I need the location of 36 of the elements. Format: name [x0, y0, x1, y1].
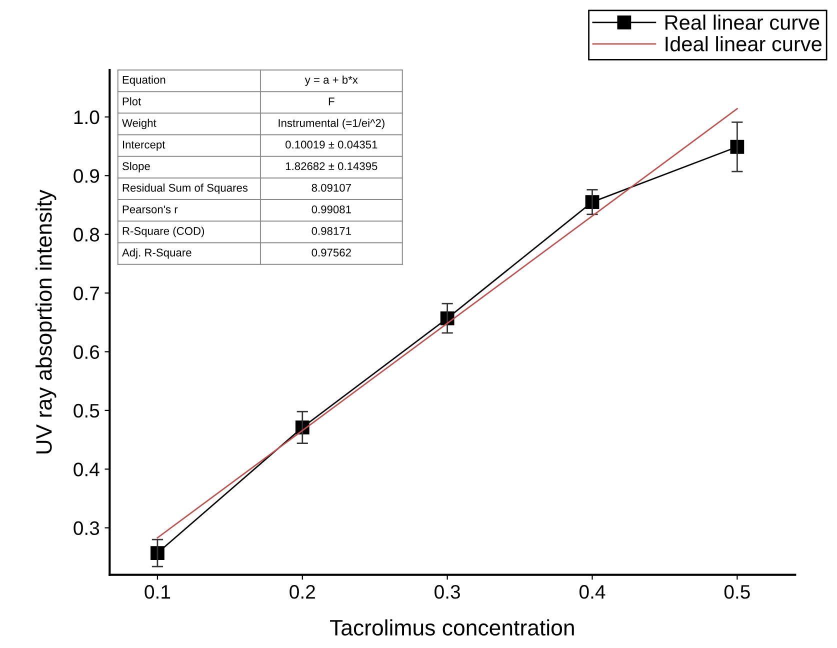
annotation: Pearson's r [122, 206, 178, 214]
x-tick-label: 0.5 [724, 585, 750, 599]
annotation: 0.98171 [312, 227, 351, 235]
y-axis-title: UV ray absoprtion intensity [36, 190, 56, 454]
annotation: Adj. R-Square [122, 248, 192, 259]
y-tick-label: 0.8 [74, 228, 100, 242]
annotation: y = a + b*x [304, 76, 358, 86]
y-tick-label: 1.0 [74, 110, 100, 124]
x-tick-label: 0.1 [144, 585, 170, 599]
annotation: Plot [122, 97, 142, 106]
point [150, 546, 164, 560]
annotation: 8.09107 [312, 184, 351, 192]
annotation: F [328, 98, 334, 106]
y-tick-label: 0.3 [74, 521, 100, 536]
x-tick-label: 0.3 [434, 585, 460, 599]
y-tick-label: 0.4 [74, 462, 100, 476]
annotation: Instrumental (=1/ei^2) [278, 118, 384, 130]
annotation: 0.10019 ± 0.04351 [286, 140, 378, 149]
x-tick-label: 0.4 [580, 585, 606, 599]
y-tick-label: 0.9 [74, 169, 100, 183]
y-tick-label: 0.6 [74, 345, 100, 359]
annotation: 1.82682 ± 0.14395 [286, 162, 378, 170]
annotation: R-Square (COD) [122, 226, 204, 238]
annotation: 0.97562 [312, 248, 351, 257]
annotation: Residual Sum of Squares [122, 184, 248, 194]
legend-label: Real linear curve [665, 14, 820, 30]
y-tick-label: 0.7 [74, 286, 99, 300]
y-tick-label: 0.5 [74, 404, 100, 418]
annotation: Slope [122, 162, 150, 172]
annotation: Equation [122, 76, 166, 86]
legend-label: Ideal linear curve [666, 36, 822, 52]
annotation: 0.99081 [312, 205, 351, 214]
annotation: Weight [122, 118, 156, 130]
x-tick-label: 0.2 [290, 585, 315, 599]
annotation: Intercept [123, 140, 166, 151]
x-axis-title: Tacrolimus concentration [330, 619, 574, 636]
